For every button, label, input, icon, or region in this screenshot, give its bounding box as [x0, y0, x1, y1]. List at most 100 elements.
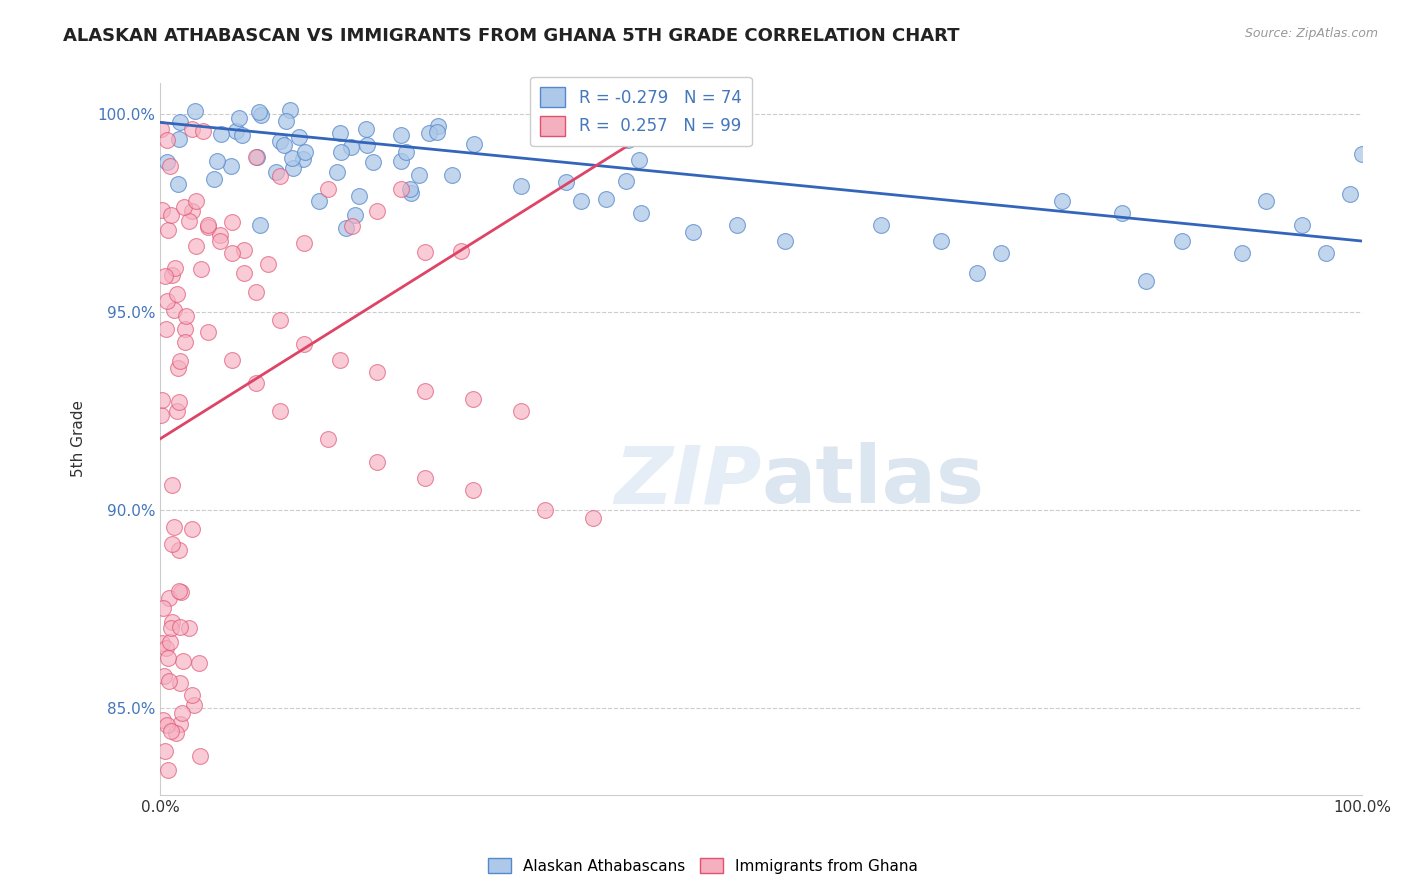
Point [569, 194, 592, 209]
Point [725, 218, 748, 232]
Point [166, 178, 188, 192]
Point [228, 111, 250, 125]
Point [269, 313, 291, 327]
Point [156, 718, 179, 732]
Point [273, 138, 295, 153]
Point [395, 145, 418, 159]
Point [160, 478, 183, 492]
Point [347, 189, 370, 203]
Point [167, 132, 190, 146]
Point [269, 169, 291, 183]
Point [509, 404, 531, 418]
Point [174, 309, 197, 323]
Point [172, 706, 194, 720]
Point [150, 392, 173, 407]
Point [166, 287, 188, 301]
Point [165, 726, 187, 740]
Point [197, 218, 219, 232]
Point [190, 262, 212, 277]
Point [389, 128, 412, 143]
Point [169, 115, 191, 129]
Point [181, 689, 204, 703]
Point [159, 635, 181, 649]
Point [356, 138, 378, 153]
Point [186, 239, 208, 253]
Point [163, 520, 186, 534]
Point [167, 395, 190, 409]
Point [318, 432, 340, 446]
Point [291, 152, 314, 166]
Point [245, 285, 267, 300]
Point [413, 471, 436, 485]
Point [202, 172, 225, 186]
Point [174, 334, 197, 349]
Point [294, 145, 316, 159]
Point [233, 243, 256, 257]
Point [150, 636, 173, 650]
Point [389, 182, 412, 196]
Point [461, 483, 484, 498]
Point [1351, 147, 1374, 161]
Point [461, 392, 484, 407]
Point [269, 134, 291, 148]
Point [246, 150, 269, 164]
Point [682, 225, 704, 239]
Point [249, 218, 271, 232]
Point [990, 246, 1012, 260]
Point [450, 244, 472, 258]
Point [342, 219, 364, 233]
Point [361, 155, 384, 169]
Point [245, 150, 267, 164]
Point [209, 234, 232, 248]
Text: atlas: atlas [761, 442, 984, 521]
Point [180, 121, 202, 136]
Point [231, 128, 253, 143]
Point [463, 136, 485, 151]
Point [1050, 194, 1073, 209]
Text: Source: ZipAtlas.com: Source: ZipAtlas.com [1244, 27, 1378, 40]
Point [173, 200, 195, 214]
Point [152, 713, 174, 727]
Point [169, 584, 191, 599]
Point [221, 352, 243, 367]
Point [870, 218, 893, 232]
Point [221, 215, 243, 229]
Point [356, 121, 378, 136]
Point [1230, 246, 1253, 260]
Point [160, 621, 183, 635]
Point [197, 219, 219, 234]
Point [614, 174, 637, 188]
Point [188, 749, 211, 764]
Point [1111, 206, 1133, 220]
Point [281, 161, 304, 175]
Point [630, 206, 652, 220]
Point [159, 159, 181, 173]
Point [170, 585, 193, 599]
Point [329, 126, 352, 140]
Point [155, 641, 177, 656]
Point [245, 376, 267, 391]
Point [167, 360, 190, 375]
Point [225, 124, 247, 138]
Point [157, 674, 180, 689]
Point [655, 128, 678, 142]
Point [153, 268, 176, 283]
Point [335, 221, 357, 235]
Point [276, 114, 298, 128]
Point [401, 186, 423, 200]
Point [180, 204, 202, 219]
Text: ALASKAN ATHABASCAN VS IMMIGRANTS FROM GHANA 5TH GRADE CORRELATION CHART: ALASKAN ATHABASCAN VS IMMIGRANTS FROM GH… [63, 27, 960, 45]
Point [160, 537, 183, 551]
Point [294, 235, 316, 250]
Point [1170, 234, 1192, 248]
Point [163, 303, 186, 318]
Point [1135, 274, 1157, 288]
Point [152, 600, 174, 615]
Point [427, 119, 450, 133]
Point [344, 208, 367, 222]
Point [1254, 194, 1277, 209]
Point [441, 168, 464, 182]
Point [931, 234, 953, 248]
Point [966, 266, 988, 280]
Point [308, 194, 330, 209]
